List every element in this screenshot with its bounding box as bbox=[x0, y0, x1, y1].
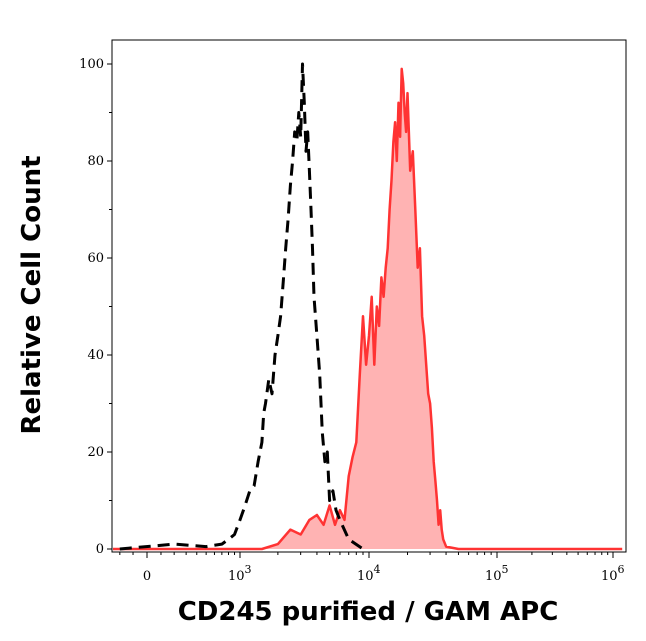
series-1-line bbox=[113, 67, 623, 551]
x-tick-label-3: 105 bbox=[485, 563, 509, 584]
series-0-line bbox=[119, 62, 364, 551]
series-1-area bbox=[113, 68, 623, 550]
x-axis-title: CD245 purified / GAM APC bbox=[178, 597, 559, 627]
y-tick-label-1: 20 bbox=[87, 445, 104, 460]
x-tick-label-1: 103 bbox=[228, 563, 252, 584]
y-tick-label-0: 0 bbox=[96, 542, 104, 557]
y-tick-label-2: 40 bbox=[87, 348, 104, 363]
y-tick-label-5: 100 bbox=[79, 57, 104, 72]
y-axis-title: Relative Cell Count bbox=[17, 155, 47, 434]
x-tick-label-0: 0 bbox=[143, 569, 151, 584]
y-tick-label-4: 80 bbox=[87, 154, 104, 169]
x-tick-label-2: 104 bbox=[357, 563, 381, 584]
y-tick-label-3: 60 bbox=[87, 251, 104, 266]
x-tick-label-4: 106 bbox=[601, 563, 625, 584]
